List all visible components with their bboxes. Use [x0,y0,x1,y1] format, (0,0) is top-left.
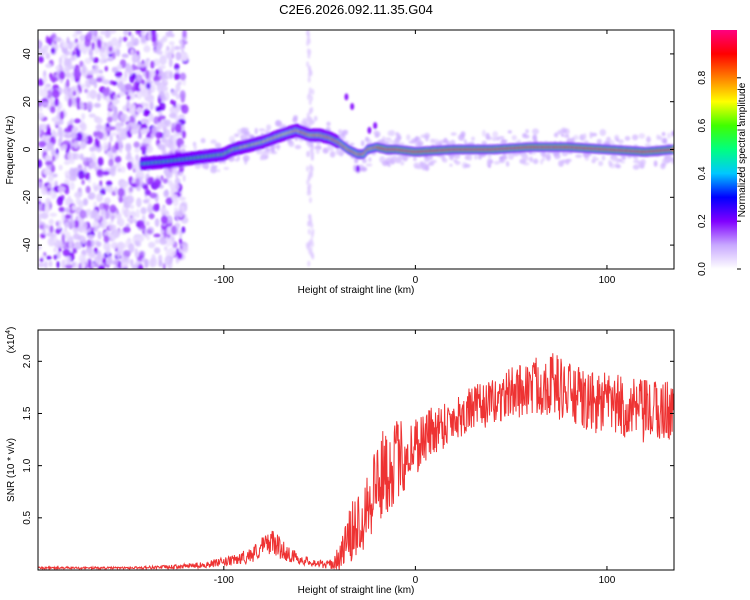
snr-series [38,353,674,570]
snr-ticks: -100 0 100 0.5 1.0 1.5 2.0 [22,330,674,586]
snr-y-tick-label: 2.0 [22,354,33,368]
spectrogram-ticks: -100 0 100 -40 -20 0 20 40 [22,30,674,286]
snr-y-multiplier: (x104) [5,327,17,354]
snr-frame [37,329,675,571]
snr-y-tick-label: 1.5 [22,406,33,420]
spectrogram-x-axis-label: Height of straight line (km) [298,285,415,296]
spectrogram-y-tick-label: -20 [22,190,33,205]
colorbar-tick-label: 0.2 [697,214,708,228]
spectrogram-x-tick-label: 0 [413,275,419,286]
snr-y-tick-label: 0.5 [22,510,33,524]
snr-x-tick-label: 0 [413,575,419,586]
spectrogram-y-tick-label: 0 [22,146,33,152]
snr-panel: -100 0 100 0.5 1.0 1.5 2.0 Height of straight … [5,327,675,596]
colorbar-ticks: 0.0 0.2 0.4 0.6 0.8 [697,70,741,276]
snr-x-tick-label: -100 [214,575,234,586]
colorbar-tick-label: 0.4 [697,166,708,180]
colorbar-scale [711,30,737,269]
spectrogram-y-axis-label: Frequency (Hz) [5,116,16,185]
colorbar-label: Normalized spectral amplitude [737,82,748,217]
snr-x-tick-label: 100 [599,575,616,586]
snr-multiplier-close: ) [6,327,17,330]
spectrogram-y-tick-label: 40 [22,48,33,60]
spectrogram-heatmap [38,30,674,269]
colorbar-tick-label: 0.0 [697,262,708,276]
snr-multiplier-base: (x10 [6,333,17,353]
colorbar: 0.0 0.2 0.4 0.6 0.8 Normalized spectral ampl… [697,30,748,276]
colorbar-tick-label: 0.6 [697,118,708,132]
spectrogram-x-tick-label: 100 [599,275,616,286]
spectrogram-y-tick-label: -40 [22,237,33,252]
spectrogram-y-tick-label: 20 [22,96,33,108]
svg-text:(x104): (x104) [5,327,17,354]
spectrogram-x-tick-label: -100 [214,275,234,286]
colorbar-tick-label: 0.8 [697,70,708,84]
chart-title: C2E6.2026.092.11.35.G04 [279,2,433,17]
snr-line [38,353,674,570]
spectrogram-panel: -100 0 100 -40 -20 0 20 40 Height of straight l… [5,29,675,296]
snr-x-axis-label: Height of straight line (km) [298,585,415,596]
snr-multiplier-exponent: 4 [5,330,12,334]
snr-y-axis-label: SNR (10 * v/v) [6,438,17,502]
snr-y-tick-label: 1.0 [22,458,33,472]
